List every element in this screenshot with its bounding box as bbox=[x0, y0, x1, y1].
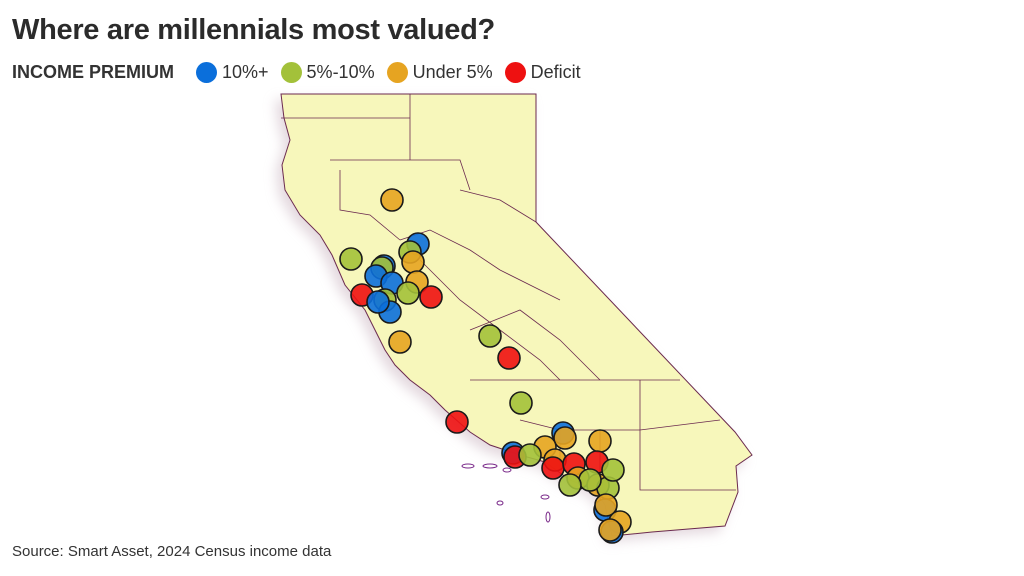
islands bbox=[461, 463, 551, 523]
point-under5 bbox=[380, 188, 404, 212]
legend-item-deficit: Deficit bbox=[504, 62, 581, 83]
legend-dot bbox=[196, 62, 217, 83]
point-deficit bbox=[497, 346, 521, 370]
point-under5 bbox=[401, 250, 425, 274]
point-under5 bbox=[594, 493, 618, 517]
point-deficit bbox=[445, 410, 469, 434]
point-under5 bbox=[553, 426, 577, 450]
legend-dot bbox=[280, 62, 302, 83]
chart-title: Where are millennials most valued? bbox=[12, 14, 495, 46]
point-10plus bbox=[366, 290, 390, 314]
legend-item-under5: Under 5% bbox=[386, 62, 493, 83]
point-5to10 bbox=[578, 468, 602, 492]
legend-item-5to10: 5%-10% bbox=[280, 62, 375, 83]
legend: INCOME PREMIUM 10%+ 5%-10% Under 5% Defi… bbox=[12, 62, 593, 83]
point-under5 bbox=[588, 429, 612, 453]
legend-item-10plus: 10%+ bbox=[196, 62, 269, 83]
point-5to10 bbox=[396, 281, 420, 305]
point-deficit bbox=[419, 285, 443, 309]
legend-label: 10%+ bbox=[222, 62, 269, 82]
legend-label: 5%-10% bbox=[306, 62, 375, 82]
point-deficit bbox=[541, 456, 565, 480]
point-5to10 bbox=[518, 443, 542, 467]
point-5to10 bbox=[601, 458, 625, 482]
source-note: Source: Smart Asset, 2024 Census income … bbox=[12, 543, 332, 560]
legend-dot bbox=[504, 62, 526, 83]
point-under5 bbox=[598, 518, 622, 542]
point-5to10 bbox=[509, 391, 533, 415]
legend-label: Deficit bbox=[530, 62, 581, 82]
data-points bbox=[339, 188, 632, 544]
legend-dot bbox=[386, 62, 408, 83]
point-5to10 bbox=[558, 473, 582, 497]
legend-title: INCOME PREMIUM bbox=[12, 62, 174, 82]
point-under5 bbox=[388, 330, 412, 354]
legend-label: Under 5% bbox=[412, 62, 493, 82]
point-5to10 bbox=[339, 247, 363, 271]
point-5to10 bbox=[478, 324, 502, 348]
